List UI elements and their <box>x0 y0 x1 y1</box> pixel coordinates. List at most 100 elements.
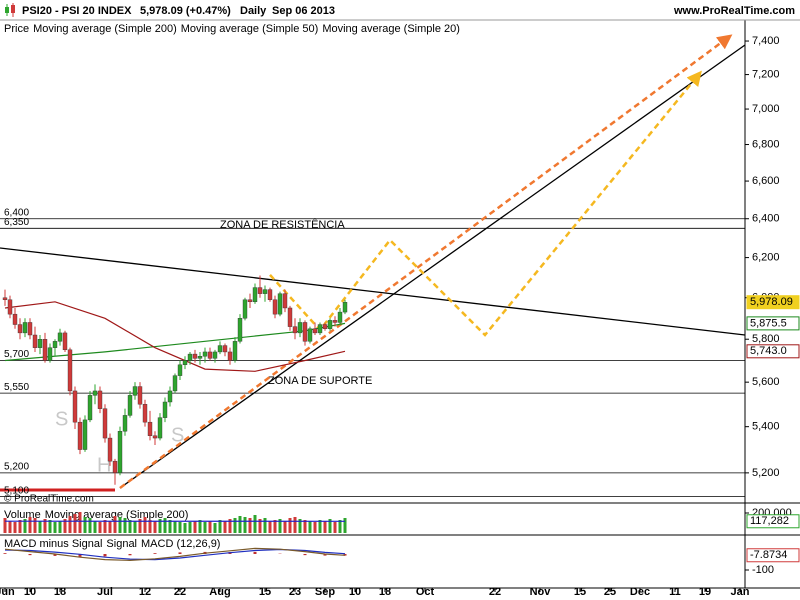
candle-body <box>197 356 203 359</box>
pattern-letter: S <box>171 424 184 446</box>
candle-body <box>132 386 138 396</box>
volume-bar <box>233 518 237 533</box>
volume-bar <box>253 515 257 533</box>
last-value-box <box>746 316 800 331</box>
volume-bar <box>133 521 137 533</box>
volume-bar <box>98 522 102 533</box>
last-value-label: 117,282 <box>750 515 789 527</box>
volume-bar <box>138 519 142 533</box>
candle-body <box>327 320 333 329</box>
candle-body <box>267 289 273 300</box>
volume-bar <box>113 516 117 533</box>
candle-body <box>52 341 58 348</box>
candle-body <box>7 299 13 315</box>
volume-bar <box>193 521 197 533</box>
candle-body <box>17 324 23 334</box>
trend-line <box>0 247 746 336</box>
histogram-bar <box>3 553 7 554</box>
last-value-label: 5,875.5 <box>750 317 787 329</box>
candle-body <box>142 404 148 423</box>
candle-body <box>57 332 63 342</box>
volume-bar <box>3 518 7 533</box>
x-tick-label: 11 <box>669 586 681 598</box>
candle-body <box>202 351 208 357</box>
candle-body <box>47 347 53 361</box>
pattern-letter: S <box>55 408 68 430</box>
volume-bar <box>38 521 42 533</box>
y-tick-label: 6,400 <box>752 213 780 225</box>
candle-body <box>227 351 233 361</box>
candle-body <box>162 401 168 418</box>
candle-body <box>252 287 258 303</box>
macd-line <box>4 548 346 561</box>
candle-body <box>22 322 28 334</box>
volume-bar <box>153 521 157 533</box>
candle-body <box>182 360 188 366</box>
candle-body <box>287 307 293 327</box>
candle-body <box>217 345 223 353</box>
histogram-bar <box>128 554 132 556</box>
volume-bar <box>238 516 242 533</box>
candle-body <box>262 289 268 294</box>
volume-bar <box>158 519 162 533</box>
price: 5,978.09 (+0.47%) <box>140 5 231 17</box>
volume-bar <box>23 519 27 533</box>
histogram-bar <box>323 554 327 556</box>
candle-body <box>72 390 78 423</box>
volume-bar <box>203 522 207 533</box>
level-label: 5,550 <box>4 382 29 393</box>
x-tick-label: Dec <box>630 586 650 598</box>
volume-bar <box>283 521 287 533</box>
x-tick-label: Nov <box>530 586 552 598</box>
histogram-bar <box>103 554 107 557</box>
moving-average <box>4 301 346 372</box>
candle-body <box>282 293 288 309</box>
volume-bar <box>328 519 332 533</box>
x-tick-label: 23 <box>289 586 301 598</box>
volume-bar <box>63 519 67 533</box>
x-tick-label: 18 <box>379 586 391 598</box>
x-tick-label: 12 <box>139 586 151 598</box>
last-value-label: -7.8734 <box>750 549 787 561</box>
candle-body <box>272 299 278 315</box>
volume-bar <box>178 522 182 533</box>
volume-bar <box>148 520 152 533</box>
x-tick-label: 10 <box>349 586 361 598</box>
y-tick-label: 7,400 <box>752 35 780 47</box>
x-tick-label: 15 <box>574 586 586 598</box>
volume-bar <box>48 520 52 533</box>
macd-line <box>4 547 346 562</box>
legend-entry: Price <box>4 23 29 35</box>
candle-body <box>12 313 18 325</box>
candle-body <box>62 332 68 351</box>
volume-bar <box>263 518 267 533</box>
y-tick-label: 6,600 <box>752 175 780 187</box>
x-tick-label: Aug <box>209 586 230 598</box>
candle-body <box>207 351 213 359</box>
volume-bar <box>313 522 317 533</box>
candle-body <box>187 353 193 361</box>
volume-bar <box>8 521 12 533</box>
last-value-box <box>746 344 800 359</box>
candle-body <box>42 339 48 361</box>
zone-label: ZONA DE SUPORTE <box>268 375 372 387</box>
period: Daily <box>240 5 267 17</box>
y-tick-label: 6,200 <box>752 251 780 263</box>
zone-label: ZONA DE RESISTÊNCIA <box>220 218 345 231</box>
candle-body <box>157 417 163 439</box>
volume-bar <box>173 521 177 533</box>
volume-bar <box>93 521 97 533</box>
legend-entry: MACD (12,26,9) <box>141 538 220 550</box>
histogram-bar <box>178 552 182 554</box>
histogram-bar <box>78 554 82 557</box>
level-label: 5,700 <box>4 349 29 360</box>
x-tick-label: 10 <box>24 586 36 598</box>
candle-body <box>147 421 153 436</box>
candle-body <box>257 287 263 294</box>
x-tick-label: Sep <box>315 586 335 598</box>
legend-entry: Signal <box>106 538 137 550</box>
candle-body <box>192 353 198 359</box>
volume-bar <box>53 522 57 533</box>
y-tick-label: 5,800 <box>752 333 780 345</box>
